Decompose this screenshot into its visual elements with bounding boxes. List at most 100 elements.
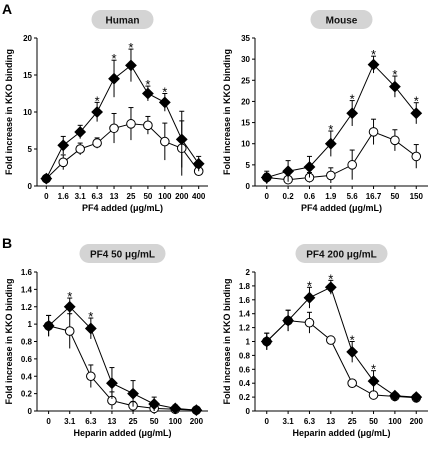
series-filled-diamond: [40, 48, 205, 185]
x-tick-label: 0.6: [304, 192, 316, 201]
y-tick-label: 0: [246, 407, 251, 416]
significance-star: *: [350, 92, 355, 107]
data-point: [347, 160, 357, 170]
x-tick-label: 50: [143, 192, 152, 201]
data-point: [367, 375, 380, 388]
chart-pf4-200-heparin: PF4 200 μg/mL 0 0.2 0.4 0.6 0.8 1 1.2 1.4 1.6 1.8 2…: [222, 244, 428, 438]
x-tick-label: 16.7: [366, 192, 382, 201]
significance-star: *: [67, 289, 72, 304]
x-tick-label: 6.3: [85, 417, 97, 426]
data-point: [57, 139, 70, 152]
x-tick-label: 1.9: [325, 192, 337, 201]
series-open-circle: [43, 313, 202, 415]
data-point: [260, 171, 273, 184]
data-point: [410, 107, 423, 120]
series-filled-diamond: [260, 55, 423, 184]
x-axis-label: PF4 added (μg/mL): [82, 203, 163, 213]
data-point: [388, 389, 401, 402]
y-tick-label: 5: [246, 161, 251, 170]
y-tick-label: 1.4: [239, 310, 251, 319]
y-tick-label: 0: [28, 182, 33, 191]
data-point: [388, 80, 401, 93]
data-point: [64, 326, 75, 336]
significance-star: *: [95, 93, 100, 108]
x-tick-label: 400: [192, 192, 206, 201]
y-tick-label: 1.6: [239, 296, 251, 305]
data-point: [40, 172, 53, 185]
y-tick-label: 0.2: [239, 393, 251, 402]
title-pill: [295, 244, 388, 263]
x-tick-label: 13: [326, 417, 335, 426]
significance-star: *: [128, 40, 133, 55]
y-tick-label: 20: [241, 97, 250, 106]
y-tick-label: 10: [23, 108, 32, 117]
data-point: [260, 335, 273, 348]
data-point: [367, 58, 380, 71]
x-tick-label: 200: [175, 192, 189, 201]
title-pill: [310, 10, 373, 29]
y-tick-label: 20: [23, 34, 32, 43]
x-tick-label: 13: [110, 192, 119, 201]
data-point: [326, 335, 336, 345]
data-point: [190, 404, 203, 417]
chart-title: Mouse: [326, 16, 358, 27]
panel-letter-a: A: [2, 1, 12, 17]
data-point: [92, 138, 102, 148]
series-line: [48, 325, 197, 411]
y-tick-label: 1: [246, 338, 251, 347]
x-tick-label: 50: [390, 192, 399, 201]
x-tick-label: 3.1: [75, 192, 87, 201]
data-point: [303, 291, 316, 304]
significance-star: *: [88, 309, 93, 324]
data-point: [326, 170, 336, 181]
data-point: [347, 378, 357, 389]
data-point: [141, 87, 154, 100]
y-axis-label: Fold increase in KKO binding: [4, 49, 14, 175]
x-tick-label: 0: [44, 192, 49, 201]
data-point: [75, 144, 85, 154]
data-point: [169, 402, 182, 415]
x-tick-label: 100: [158, 192, 172, 201]
data-point: [368, 127, 379, 137]
data-point: [126, 119, 136, 129]
x-tick-label: 6.3: [92, 192, 104, 201]
y-tick-label: 25: [241, 76, 250, 85]
x-axis-label: Heparin added (μg/mL): [292, 428, 390, 438]
x-tick-label: 25: [348, 417, 357, 426]
y-tick-label: 0.6: [21, 355, 33, 364]
data-point: [84, 322, 97, 335]
significance-star: *: [414, 94, 419, 109]
significance-star: *: [392, 67, 397, 82]
data-point: [411, 151, 422, 162]
x-tick-label: 25: [129, 417, 138, 426]
data-point: [125, 59, 137, 72]
data-point: [324, 281, 337, 294]
y-tick-label: 15: [241, 119, 250, 128]
x-tick-label: 6.3: [304, 417, 316, 426]
x-tick-label: 5.6: [347, 192, 359, 201]
significance-star: *: [350, 333, 355, 348]
y-tick-label: 1: [28, 320, 33, 329]
significance-star: *: [371, 362, 376, 377]
panel-letter-b: B: [2, 235, 12, 251]
data-point: [304, 317, 315, 328]
x-tick-label: 13: [107, 417, 116, 426]
title-pill: [79, 244, 166, 263]
data-point: [109, 123, 119, 134]
x-tick-label: 150: [410, 192, 424, 201]
y-tick-label: 1.8: [239, 282, 251, 291]
data-point: [63, 300, 76, 313]
chart-pf4-50-heparin: PF4 50 μg/mL 0 0.2 0.4 0.6 0.8 1 1.2 1.4 1.6 0 3.1 6…: [4, 244, 208, 438]
data-point: [282, 314, 295, 327]
y-tick-label: 15: [23, 71, 32, 80]
y-axis-label: Fold increase in KKO binding: [222, 278, 232, 404]
data-point: [390, 135, 400, 146]
y-axis-label: Fold increase in KKO binding: [4, 278, 14, 404]
y-tick-label: 1.2: [21, 303, 33, 312]
significance-star: *: [112, 51, 117, 66]
chart-title: PF4 200 μg/mL: [306, 250, 377, 261]
x-tick-label: 3.1: [64, 417, 76, 426]
y-tick-label: 1.2: [239, 324, 251, 333]
data-point: [42, 319, 55, 332]
